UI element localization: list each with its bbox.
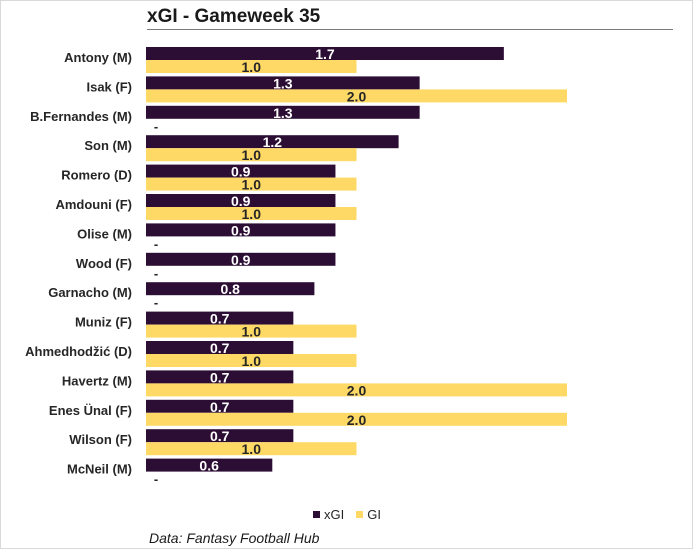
- bar-gi-ahmedhod-i-d: [146, 354, 357, 367]
- bar-gi-havertz-m: [146, 383, 567, 397]
- legend-swatch-xgi: [313, 511, 320, 518]
- category-label-b-fernandes-m: B.Fernandes (M): [30, 109, 132, 124]
- data-label-gi-mcneil-m: -: [154, 472, 158, 487]
- data-label-gi-garnacho-m: -: [154, 295, 158, 310]
- data-label-xgi-romero-d: 0.9: [231, 164, 251, 180]
- data-label-gi-havertz-m: 2.0: [347, 382, 367, 398]
- data-label-xgi-isak-f: 1.3: [273, 75, 293, 91]
- chart-title: xGI - Gameweek 35: [147, 6, 321, 27]
- bar-xgi-antony-m: [146, 47, 504, 60]
- data-label-gi-isak-f: 2.0: [347, 88, 367, 104]
- legend-swatch-gi: [356, 511, 364, 518]
- bar-gi-amdouni-f: [146, 207, 357, 220]
- legend-label-xgi: xGI: [324, 507, 345, 522]
- bar-xgi-garnacho-m: [146, 282, 315, 296]
- category-label-muniz-f: Muniz (F): [75, 315, 132, 330]
- data-label-gi-wood-f: -: [154, 266, 158, 281]
- bar-gi-muniz-f: [146, 324, 357, 338]
- legend: xGI GI: [313, 507, 393, 522]
- data-label-xgi-b-fernandes-m: 1.3: [273, 105, 293, 121]
- category-label-wilson-f: Wilson (F): [69, 432, 132, 447]
- data-label-xgi-olise-m: 0.9: [231, 222, 251, 238]
- category-label-havertz-m: Havertz (M): [62, 373, 132, 388]
- bar-xgi-son-m: [146, 135, 399, 149]
- bar-gi-romero-d: [146, 177, 357, 191]
- title-rule: [147, 29, 673, 30]
- bar-gi-enes-nal-f: [146, 412, 567, 426]
- bar-xgi-isak-f: [146, 76, 420, 90]
- data-label-gi-wilson-f: 1.0: [242, 441, 262, 457]
- bar-gi-wilson-f: [146, 442, 357, 456]
- data-label-gi-antony-m: 1.0: [242, 59, 262, 75]
- data-label-xgi-antony-m: 1.7: [315, 46, 335, 62]
- data-label-gi-b-fernandes-m: -: [154, 119, 158, 134]
- category-label-mcneil-m: McNeil (M): [67, 462, 132, 477]
- category-label-amdouni-f: Amdouni (F): [55, 197, 132, 212]
- data-label-gi-olise-m: -: [154, 236, 158, 251]
- bar-xgi-olise-m: [146, 223, 336, 237]
- data-label-xgi-wood-f: 0.9: [231, 252, 251, 268]
- bar-xgi-havertz-m: [146, 370, 294, 384]
- legend-item-xgi: xGI: [313, 507, 344, 522]
- bar-xgi-wilson-f: [146, 429, 294, 443]
- legend-item-gi: GI: [356, 507, 381, 522]
- data-label-xgi-muniz-f: 0.7: [210, 311, 230, 327]
- bar-gi-isak-f: [146, 89, 567, 103]
- category-label-antony-m: Antony (M): [64, 50, 132, 65]
- data-label-xgi-havertz-m: 0.7: [210, 369, 230, 385]
- category-label-enes-nal-f: Enes Ünal (F): [49, 403, 132, 418]
- bar-xgi-ahmedhod-i-d: [146, 341, 294, 354]
- data-label-xgi-amdouni-f: 0.9: [231, 193, 251, 209]
- bar-xgi-amdouni-f: [146, 194, 336, 207]
- data-label-xgi-enes-nal-f: 0.7: [210, 399, 230, 415]
- data-label-gi-muniz-f: 1.0: [242, 324, 262, 340]
- bar-gi-son-m: [146, 148, 357, 162]
- source-note: Data: Fantasy Football Hub: [149, 530, 320, 546]
- data-label-xgi-garnacho-m: 0.8: [220, 281, 240, 297]
- data-label-gi-son-m: 1.0: [242, 147, 262, 163]
- data-label-gi-ahmedhod-i-d: 1.0: [242, 353, 262, 369]
- data-label-gi-amdouni-f: 1.0: [242, 206, 262, 222]
- bar-chart: Antony (M) 1.7 1.0 Isak (F) 1.3 2.0 B.Fernande…: [25, 46, 567, 487]
- data-label-xgi-mcneil-m: 0.6: [199, 458, 219, 474]
- category-label-wood-f: Wood (F): [76, 256, 132, 271]
- data-label-xgi-ahmedhod-i-d: 0.7: [210, 340, 230, 356]
- bar-xgi-muniz-f: [146, 311, 294, 325]
- data-label-gi-enes-nal-f: 2.0: [347, 412, 367, 428]
- bar-xgi-romero-d: [146, 164, 336, 178]
- legend-label-gi: GI: [367, 507, 381, 522]
- bar-gi-antony-m: [146, 60, 357, 73]
- data-label-xgi-wilson-f: 0.7: [210, 428, 230, 444]
- bar-xgi-enes-nal-f: [146, 399, 294, 413]
- category-label-olise-m: Olise (M): [77, 226, 132, 241]
- category-label-ahmedhod-i-d: Ahmedhodžić (D): [25, 344, 132, 359]
- category-label-isak-f: Isak (F): [86, 79, 132, 94]
- data-label-gi-romero-d: 1.0: [242, 177, 262, 193]
- category-label-garnacho-m: Garnacho (M): [48, 285, 132, 300]
- category-label-son-m: Son (M): [84, 138, 132, 153]
- bar-xgi-mcneil-m: [146, 458, 273, 472]
- data-label-xgi-son-m: 1.2: [263, 134, 283, 150]
- category-label-romero-d: Romero (D): [61, 168, 132, 183]
- bar-xgi-b-fernandes-m: [146, 105, 420, 119]
- bar-xgi-wood-f: [146, 252, 336, 266]
